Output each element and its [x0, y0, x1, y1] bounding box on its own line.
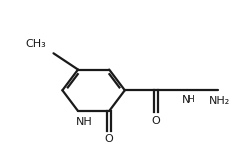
Text: O: O: [152, 116, 160, 126]
Text: N: N: [182, 95, 190, 105]
Text: CH₃: CH₃: [25, 39, 46, 49]
Text: NH: NH: [75, 117, 92, 127]
Text: O: O: [105, 134, 113, 144]
Text: H: H: [188, 95, 194, 104]
Text: NH₂: NH₂: [209, 96, 230, 106]
